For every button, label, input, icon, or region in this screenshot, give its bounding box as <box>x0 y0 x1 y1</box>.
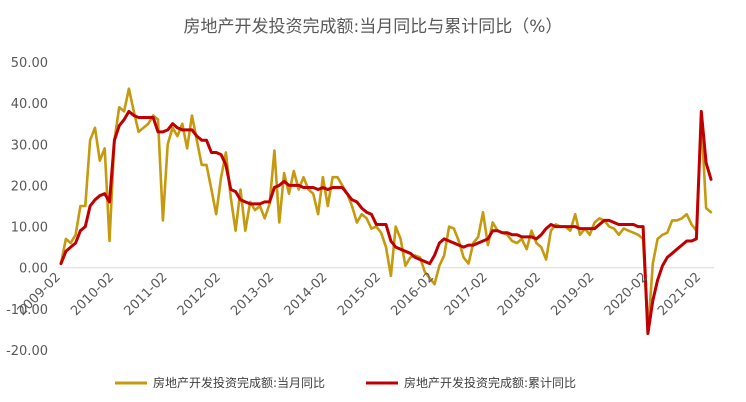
y-axis: 50.00 40.00 30.00 20.00 10.00 0.00 -10.00 -20.0… <box>6 56 48 359</box>
series-line-monthly-yoy <box>59 87 713 335</box>
y-tick-label: 10.00 <box>11 221 48 236</box>
y-tick-label: 0.00 <box>19 262 48 277</box>
y-tick-label: 50.00 <box>11 56 48 71</box>
x-tick-label: 2019-02 <box>548 270 597 319</box>
x-tick-label: 2015-02 <box>335 270 384 319</box>
x-tick-label: 2013-02 <box>228 270 277 319</box>
x-tick-label: 2011-02 <box>122 270 171 319</box>
x-tick-label: 2014-02 <box>282 270 331 319</box>
y-tick-label: 30.00 <box>11 138 48 153</box>
y-tick-label: 40.00 <box>11 97 48 112</box>
y-tick-label: -10.00 <box>6 303 48 318</box>
y-tick-label: 20.00 <box>11 179 48 194</box>
x-tick-label: 2018-02 <box>495 270 544 319</box>
legend: 房地产开发投资完成额:当月同比 房地产开发投资完成额:累计同比 <box>115 375 576 390</box>
x-tick-label: 2021-02 <box>655 270 704 319</box>
x-tick-label: 2010-02 <box>68 270 117 319</box>
legend-label: 房地产开发投资完成额:累计同比 <box>404 375 576 390</box>
chart-title: 房地产开发投资完成额:当月同比与累计同比（%） <box>184 17 563 37</box>
x-tick-label: 2016-02 <box>388 270 437 319</box>
x-tick-label: 2017-02 <box>442 270 491 319</box>
x-axis: 2009-02 2010-02 2011-02 2012-02 2013-02 2014-… <box>15 270 704 319</box>
legend-label: 房地产开发投资完成额:当月同比 <box>153 375 325 390</box>
series-layer <box>59 87 713 335</box>
x-tick-label: 2020-02 <box>602 270 651 319</box>
y-tick-label: -20.00 <box>6 344 48 359</box>
series-line-cumulative-yoy <box>59 109 713 335</box>
x-tick-label: 2012-02 <box>175 270 224 319</box>
